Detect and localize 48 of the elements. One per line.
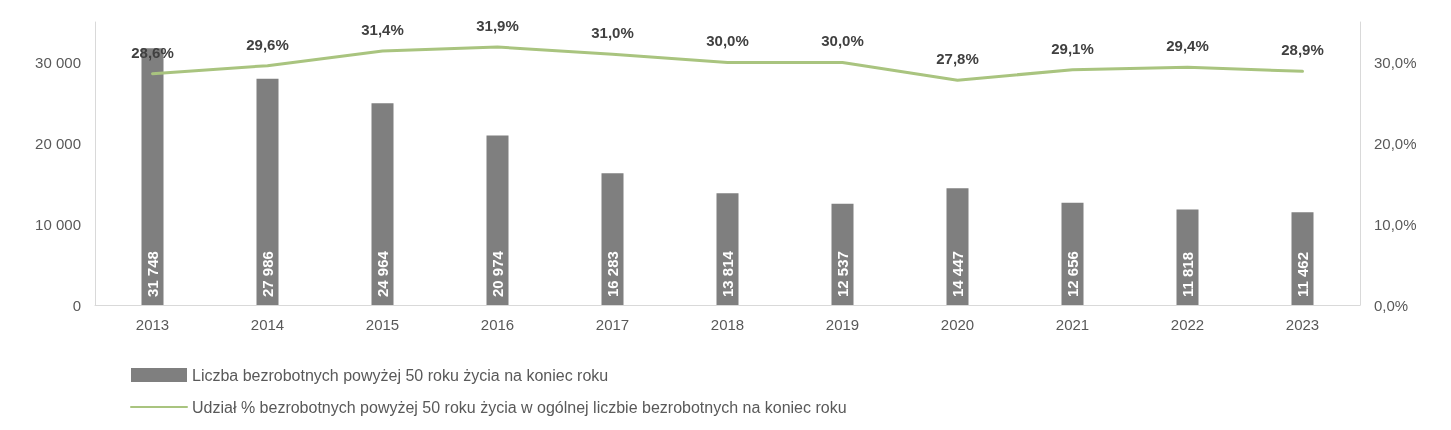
bar <box>601 173 624 305</box>
y2-tick-label: 20,0% <box>1374 134 1417 152</box>
data-label: 29,6% <box>246 35 289 53</box>
x-tick-label: 2016 <box>480 316 515 333</box>
data-label: 14 447 <box>949 251 966 297</box>
data-label: 11 462 <box>1294 251 1311 297</box>
y-tick-label: 20 000 <box>35 134 81 152</box>
data-label: 31,4% <box>361 21 404 39</box>
data-label: 31,0% <box>591 24 634 42</box>
data-label: 30,0% <box>706 32 749 50</box>
x-tick-label: 2020 <box>940 316 975 333</box>
bar <box>946 188 969 305</box>
data-label: 29,1% <box>1051 39 1094 57</box>
x-tick-label: 2021 <box>1055 316 1090 333</box>
data-label: 31,9% <box>476 17 519 35</box>
data-label: 13 814 <box>719 250 736 297</box>
x-tick-label: 2014 <box>250 316 285 333</box>
bar <box>486 135 509 305</box>
data-label: 11 818 <box>1179 251 1196 297</box>
data-label: 16 283 <box>604 251 621 297</box>
x-tick-label: 2019 <box>825 316 860 333</box>
x-tick-label: 2018 <box>710 316 745 333</box>
x-tick-label: 2023 <box>1285 316 1320 333</box>
x-tick-label: 2017 <box>595 316 630 333</box>
bar <box>371 103 394 305</box>
data-label: 12 656 <box>1064 251 1081 297</box>
y-tick-label: 10 000 <box>35 215 81 233</box>
data-label: 27 986 <box>259 251 276 297</box>
x-tick-label: 2015 <box>365 316 400 333</box>
y-tick-label: 30 000 <box>35 53 81 71</box>
y-tick-label: 0 <box>72 296 81 314</box>
y2-tick-label: 10,0% <box>1374 215 1417 233</box>
data-label: 29,4% <box>1166 37 1209 55</box>
data-label: 24 964 <box>374 250 391 297</box>
legend-label: Udział % bezrobotnych powyżej 50 roku życia w ogólnej liczbie bezrobotnych na koniec roku <box>192 398 847 416</box>
y2-tick-label: 0,0% <box>1374 296 1409 314</box>
data-label: 28,9% <box>1281 41 1324 59</box>
bar <box>256 78 279 305</box>
data-label: 12 537 <box>834 251 851 297</box>
y2-tick-label: 30,0% <box>1374 53 1417 71</box>
data-label: 27,8% <box>936 50 979 68</box>
data-label: 30,0% <box>821 32 864 50</box>
data-label: 28,6% <box>131 43 174 61</box>
data-label: 31 748 <box>144 251 161 297</box>
legend-label: Liczba bezrobotnych powyżej 50 roku życia na koniec roku <box>192 366 609 384</box>
x-tick-label: 2022 <box>1170 316 1205 333</box>
x-tick-label: 2013 <box>135 316 170 333</box>
data-label: 20 974 <box>489 250 506 297</box>
